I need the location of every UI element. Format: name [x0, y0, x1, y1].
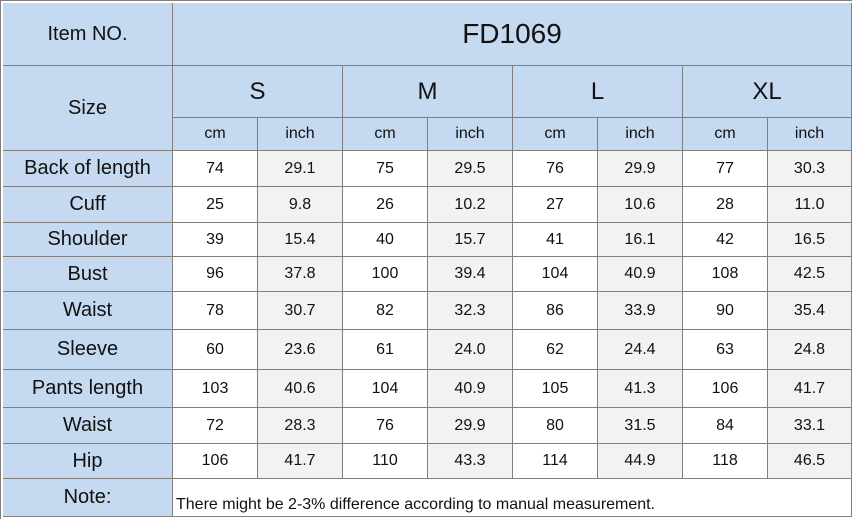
measurement: 77 — [683, 151, 768, 187]
unit-header: inch — [258, 118, 343, 151]
measurement: 43.3 — [428, 444, 513, 479]
measurement: 84 — [683, 408, 768, 444]
measurement: 62 — [513, 330, 598, 370]
measurement: 32.3 — [428, 292, 513, 330]
measurement: 27 — [513, 187, 598, 223]
measurement: 44.9 — [598, 444, 683, 479]
unit-header: cm — [173, 118, 258, 151]
measurement: 25 — [173, 187, 258, 223]
measurement: 90 — [683, 292, 768, 330]
measurement: 29.1 — [258, 151, 343, 187]
measurement: 75 — [343, 151, 428, 187]
measurement: 39 — [173, 223, 258, 257]
row-label: Shoulder — [3, 223, 173, 257]
measurement: 118 — [683, 444, 768, 479]
measurement: 24.8 — [768, 330, 852, 370]
measurement: 28 — [683, 187, 768, 223]
measurement: 41.7 — [258, 444, 343, 479]
measurement: 23.6 — [258, 330, 343, 370]
row-label: Waist — [3, 408, 173, 444]
measurement: 9.8 — [258, 187, 343, 223]
measurement: 80 — [513, 408, 598, 444]
measurement: 37.8 — [258, 257, 343, 292]
measurement: 46.5 — [768, 444, 852, 479]
measurement: 100 — [343, 257, 428, 292]
measurement: 63 — [683, 330, 768, 370]
item-label: Item NO. — [3, 3, 173, 66]
measurement: 108 — [683, 257, 768, 292]
row-label: Sleeve — [3, 330, 173, 370]
note-text: There might be 2-3% difference according… — [173, 479, 852, 517]
measurement: 76 — [513, 151, 598, 187]
measurement: 29.5 — [428, 151, 513, 187]
unit-header: inch — [428, 118, 513, 151]
measurement: 10.2 — [428, 187, 513, 223]
row-label: Waist — [3, 292, 173, 330]
row-label: Pants length — [3, 370, 173, 408]
measurement: 35.4 — [768, 292, 852, 330]
measurement: 28.3 — [258, 408, 343, 444]
note-label: Note: — [3, 479, 173, 517]
measurement: 40.9 — [428, 370, 513, 408]
unit-header: inch — [768, 118, 852, 151]
measurement: 41.3 — [598, 370, 683, 408]
measurement: 26 — [343, 187, 428, 223]
measurement: 40.9 — [598, 257, 683, 292]
size-header: M — [343, 66, 513, 118]
measurement: 30.7 — [258, 292, 343, 330]
unit-header: cm — [513, 118, 598, 151]
measurement: 24.4 — [598, 330, 683, 370]
unit-header: cm — [343, 118, 428, 151]
measurement: 42.5 — [768, 257, 852, 292]
measurement: 105 — [513, 370, 598, 408]
measurement: 29.9 — [598, 151, 683, 187]
measurement: 110 — [343, 444, 428, 479]
measurement: 11.0 — [768, 187, 852, 223]
measurement: 104 — [513, 257, 598, 292]
measurement: 114 — [513, 444, 598, 479]
measurement: 29.9 — [428, 408, 513, 444]
measurement: 16.1 — [598, 223, 683, 257]
item-value: FD1069 — [173, 3, 852, 66]
measurement: 86 — [513, 292, 598, 330]
measurement: 40.6 — [258, 370, 343, 408]
measurement: 15.4 — [258, 223, 343, 257]
size-header: L — [513, 66, 683, 118]
measurement: 82 — [343, 292, 428, 330]
measurement: 15.7 — [428, 223, 513, 257]
measurement: 96 — [173, 257, 258, 292]
size-header: XL — [683, 66, 852, 118]
size-header: S — [173, 66, 343, 118]
row-label: Bust — [3, 257, 173, 292]
measurement: 10.6 — [598, 187, 683, 223]
measurement: 16.5 — [768, 223, 852, 257]
measurement: 61 — [343, 330, 428, 370]
measurement: 41.7 — [768, 370, 852, 408]
measurement: 78 — [173, 292, 258, 330]
row-label: Hip — [3, 444, 173, 479]
measurement: 106 — [683, 370, 768, 408]
row-label: Cuff — [3, 187, 173, 223]
measurement: 40 — [343, 223, 428, 257]
measurement: 106 — [173, 444, 258, 479]
measurement: 76 — [343, 408, 428, 444]
unit-header: inch — [598, 118, 683, 151]
measurement: 60 — [173, 330, 258, 370]
size-label: Size — [3, 66, 173, 151]
measurement: 39.4 — [428, 257, 513, 292]
measurement: 30.3 — [768, 151, 852, 187]
measurement: 31.5 — [598, 408, 683, 444]
measurement: 33.9 — [598, 292, 683, 330]
measurement: 104 — [343, 370, 428, 408]
measurement: 103 — [173, 370, 258, 408]
measurement: 74 — [173, 151, 258, 187]
measurement: 41 — [513, 223, 598, 257]
measurement: 72 — [173, 408, 258, 444]
measurement: 42 — [683, 223, 768, 257]
unit-header: cm — [683, 118, 768, 151]
row-label: Back of length — [3, 151, 173, 187]
measurement: 33.1 — [768, 408, 852, 444]
measurement: 24.0 — [428, 330, 513, 370]
